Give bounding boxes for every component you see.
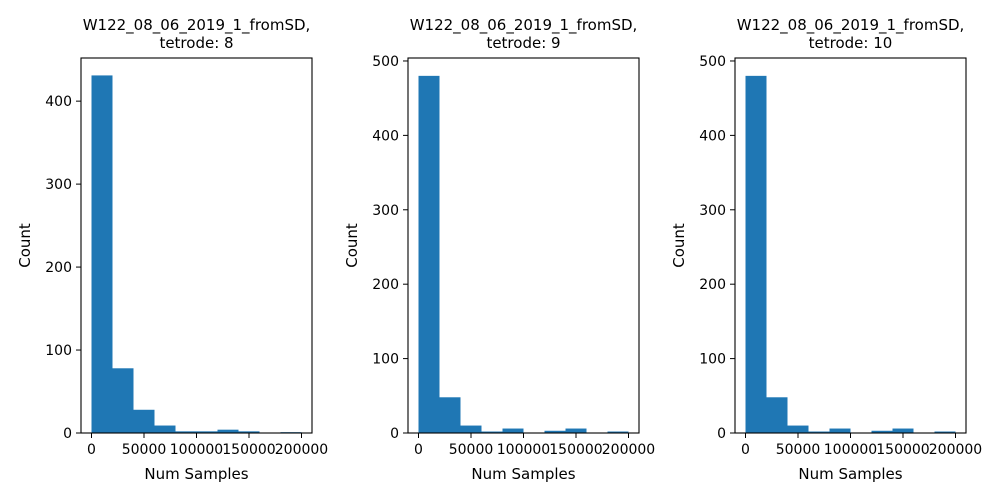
histogram-bar xyxy=(217,429,239,433)
x-tick-label: 200000 xyxy=(929,442,982,458)
y-tick-label: 400 xyxy=(45,94,72,110)
y-tick-label: 300 xyxy=(45,177,72,193)
histogram-bar xyxy=(934,431,956,433)
histogram-bar xyxy=(418,75,440,433)
x-tick-label: 100000 xyxy=(824,442,877,458)
y-tick-label: 400 xyxy=(372,128,399,144)
y-tick-label: 300 xyxy=(699,203,726,219)
histogram-bar xyxy=(871,430,893,433)
x-tick-label: 0 xyxy=(414,442,423,458)
histogram-bar xyxy=(787,425,809,433)
x-tick-label: 200000 xyxy=(602,442,655,458)
histogram-panel-1: 0 50000 100000 150000 200000 0 100 200 300 400 Num… xyxy=(16,16,328,483)
y-axis-label: Count xyxy=(670,223,688,268)
chart-title-line-2: tetrode: 9 xyxy=(486,34,560,52)
histogram-bar xyxy=(460,425,482,433)
x-axis-label: Num Samples xyxy=(471,465,575,483)
y-tick-label: 400 xyxy=(699,128,726,144)
histogram-bar xyxy=(829,428,851,433)
y-tick-label: 300 xyxy=(372,203,399,219)
x-tick-label: 50000 xyxy=(122,442,167,458)
y-tick-label: 200 xyxy=(699,277,726,293)
x-tick-label: 50000 xyxy=(449,442,494,458)
x-tick-label: 200000 xyxy=(275,442,328,458)
y-tick-label: 200 xyxy=(372,277,399,293)
histogram-bar xyxy=(112,368,134,433)
histogram-bar xyxy=(502,428,524,433)
histogram-bar xyxy=(745,75,767,433)
x-tick-label: 150000 xyxy=(876,442,929,458)
x-axis-label: Num Samples xyxy=(798,465,902,483)
histogram-bar xyxy=(544,430,566,433)
x-tick-label: 50000 xyxy=(776,442,821,458)
y-tick-label: 500 xyxy=(372,54,399,70)
histogram-panel-3: 0 50000 100000 150000 200000 0 100 200 300 400 500… xyxy=(670,16,982,483)
y-tick-label: 0 xyxy=(717,426,726,442)
histogram-bar xyxy=(892,428,914,433)
chart-title-line-2: tetrode: 8 xyxy=(159,34,233,52)
chart-title-line-1: W122_08_06_2019_1_fromSD, xyxy=(410,16,638,35)
y-tick-label: 100 xyxy=(45,343,72,359)
axes-frame xyxy=(407,57,640,434)
x-tick-label: 100000 xyxy=(170,442,223,458)
histogram-bar xyxy=(91,75,113,433)
histogram-bar xyxy=(133,409,155,433)
y-axis-label: Count xyxy=(16,223,34,268)
histogram-bar xyxy=(175,431,197,433)
x-axis-label: Num Samples xyxy=(144,465,248,483)
y-tick-label: 0 xyxy=(390,426,399,442)
y-tick-label: 0 xyxy=(63,426,72,442)
y-axis-label: Count xyxy=(343,223,361,268)
chart-title-line-2: tetrode: 10 xyxy=(809,34,893,52)
histogram-bar xyxy=(439,397,461,433)
histogram-bar xyxy=(481,431,503,433)
histogram-bar xyxy=(766,397,788,433)
x-tick-label: 100000 xyxy=(497,442,550,458)
x-tick-label: 150000 xyxy=(222,442,275,458)
histogram-panel-2: 0 50000 100000 150000 200000 0 100 200 300 400 500… xyxy=(343,16,655,483)
histogram-bar xyxy=(154,425,176,433)
y-tick-label: 100 xyxy=(699,352,726,368)
histogram-bar xyxy=(238,431,260,433)
histogram-bar xyxy=(196,431,218,433)
x-tick-label: 0 xyxy=(741,442,750,458)
y-tick-label: 200 xyxy=(45,260,72,276)
y-tick-label: 100 xyxy=(372,352,399,368)
x-tick-label: 150000 xyxy=(549,442,602,458)
y-tick-label: 500 xyxy=(699,54,726,70)
histogram-bar xyxy=(808,431,830,433)
axes-frame xyxy=(734,57,967,434)
x-tick-label: 0 xyxy=(87,442,96,458)
histogram-bar xyxy=(607,431,629,433)
chart-title-line-1: W122_08_06_2019_1_fromSD, xyxy=(83,16,311,35)
histogram-bar xyxy=(565,428,587,433)
chart-title-line-1: W122_08_06_2019_1_fromSD, xyxy=(737,16,965,35)
